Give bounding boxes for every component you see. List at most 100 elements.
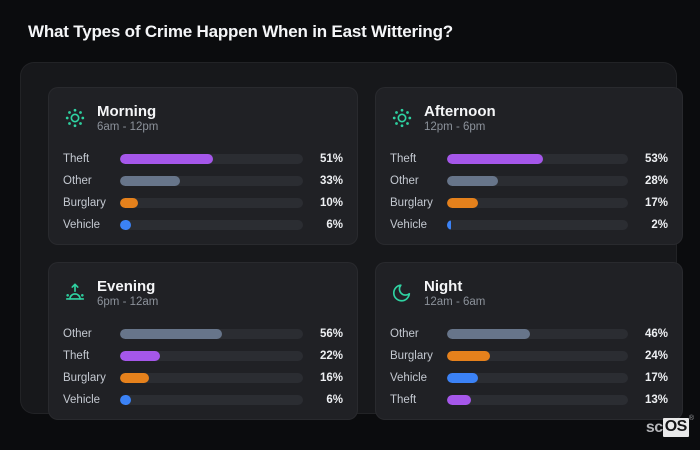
bar-fill [447, 154, 543, 164]
crime-label: Vehicle [390, 219, 428, 231]
bar-fill [120, 198, 139, 208]
bar-rows: Other 56% Theft 22% Burglary 16% Vehicle… [63, 328, 343, 406]
crime-label: Vehicle [63, 219, 101, 231]
card-subtitle: 6pm - 12am [97, 295, 159, 308]
page-title: What Types of Crime Happen When in East … [28, 22, 453, 41]
bar-track [120, 351, 303, 361]
registered-mark: ® [688, 415, 694, 422]
crime-percent: 17% [644, 197, 668, 209]
bar-track [120, 395, 303, 405]
crime-percent: 16% [319, 372, 343, 384]
bar-track [120, 329, 303, 339]
card-subtitle: 6am - 12pm [97, 120, 159, 133]
crime-row: Other 33% [63, 175, 343, 187]
bar-rows: Theft 53% Other 28% Burglary 17% Vehicle… [390, 153, 668, 231]
crime-label: Theft [390, 153, 417, 165]
sun-icon [390, 106, 414, 130]
sunrise-icon [63, 281, 87, 305]
crime-row: Burglary 24% [390, 350, 668, 362]
bar-rows: Other 46% Burglary 24% Vehicle 17% Theft… [390, 328, 668, 406]
bar-fill [120, 351, 161, 361]
bar-track [120, 154, 303, 164]
crime-percent: 28% [644, 175, 668, 187]
crime-percent: 2% [651, 219, 668, 231]
crime-row: Vehicle 2% [390, 219, 668, 231]
crime-label: Burglary [390, 197, 433, 209]
card-header: Evening 6pm - 12am [63, 275, 343, 311]
crime-row: Theft 22% [63, 350, 343, 362]
card-header-text: Morning 6am - 12pm [97, 103, 158, 134]
crime-label: Other [63, 175, 92, 187]
card-header: Afternoon 12pm - 6pm [390, 100, 668, 136]
crime-label: Burglary [63, 197, 106, 209]
bar-fill [120, 395, 131, 405]
crime-row: Burglary 10% [63, 197, 343, 209]
bar-track [447, 373, 628, 383]
crime-percent: 53% [644, 153, 668, 165]
card-subtitle: 12am - 6am [424, 295, 486, 308]
crime-row: Theft 53% [390, 153, 668, 165]
bar-track [447, 176, 628, 186]
crime-row: Vehicle 17% [390, 372, 668, 384]
crime-percent: 10% [319, 197, 343, 209]
crime-label: Vehicle [63, 394, 101, 406]
bar-fill [447, 351, 491, 361]
crime-label: Theft [63, 350, 90, 362]
card-header: Night 12am - 6am [390, 275, 668, 311]
crime-row: Other 46% [390, 328, 668, 340]
crime-label: Other [390, 175, 419, 187]
crime-label: Burglary [390, 350, 433, 362]
bar-rows: Theft 51% Other 33% Burglary 10% Vehicle… [63, 153, 343, 231]
crime-percent: 6% [326, 219, 343, 231]
crime-label: Theft [390, 394, 417, 406]
logo-text-sc: sc [645, 418, 663, 436]
crime-row: Other 56% [63, 328, 343, 340]
crime-percent: 17% [644, 372, 668, 384]
scos-logo: sc OS ® [645, 415, 694, 437]
logo-text-os: OS [662, 418, 689, 437]
bar-fill [120, 176, 181, 186]
bar-fill [447, 329, 531, 339]
crime-percent: 46% [644, 328, 668, 340]
card-morning: Morning 6am - 12pm Theft 51% Other 33% B… [48, 87, 358, 245]
crime-row: Theft 51% [63, 153, 343, 165]
bar-track [120, 198, 303, 208]
crime-percent: 6% [326, 394, 343, 406]
crime-row: Theft 13% [390, 394, 668, 406]
crime-label: Other [390, 328, 419, 340]
bar-fill [447, 395, 471, 405]
bar-track [447, 329, 628, 339]
crime-row: Vehicle 6% [63, 219, 343, 231]
crime-percent: 33% [319, 175, 343, 187]
card-title: Evening [97, 277, 156, 295]
card-header-text: Evening 6pm - 12am [97, 278, 158, 309]
card-title: Night [424, 277, 463, 295]
bar-track [447, 220, 628, 230]
bar-track [447, 395, 628, 405]
crime-row: Other 28% [390, 175, 668, 187]
crime-label: Burglary [63, 372, 106, 384]
card-evening: Evening 6pm - 12am Other 56% Theft 22% B… [48, 262, 358, 420]
crime-percent: 51% [319, 153, 343, 165]
bar-fill [120, 154, 214, 164]
bar-fill [447, 198, 478, 208]
crime-percent: 22% [319, 350, 343, 362]
bar-fill [447, 373, 478, 383]
bar-track [120, 373, 303, 383]
card-night: Night 12am - 6am Other 46% Burglary 24% … [375, 262, 683, 420]
card-subtitle: 12pm - 6pm [424, 120, 486, 133]
card-header: Morning 6am - 12pm [63, 100, 343, 136]
bar-fill [447, 220, 451, 230]
crime-label: Other [63, 328, 92, 340]
crime-row: Vehicle 6% [63, 394, 343, 406]
crime-percent: 56% [319, 328, 343, 340]
card-header-text: Night 12am - 6am [424, 278, 485, 309]
bar-track [447, 351, 628, 361]
crime-percent: 13% [644, 394, 668, 406]
bar-fill [447, 176, 498, 186]
bar-fill [120, 329, 223, 339]
card-afternoon: Afternoon 12pm - 6pm Theft 53% Other 28%… [375, 87, 683, 245]
crime-row: Burglary 16% [63, 372, 343, 384]
crime-label: Theft [63, 153, 90, 165]
time-period-cards: Morning 6am - 12pm Theft 51% Other 33% B… [48, 87, 683, 420]
